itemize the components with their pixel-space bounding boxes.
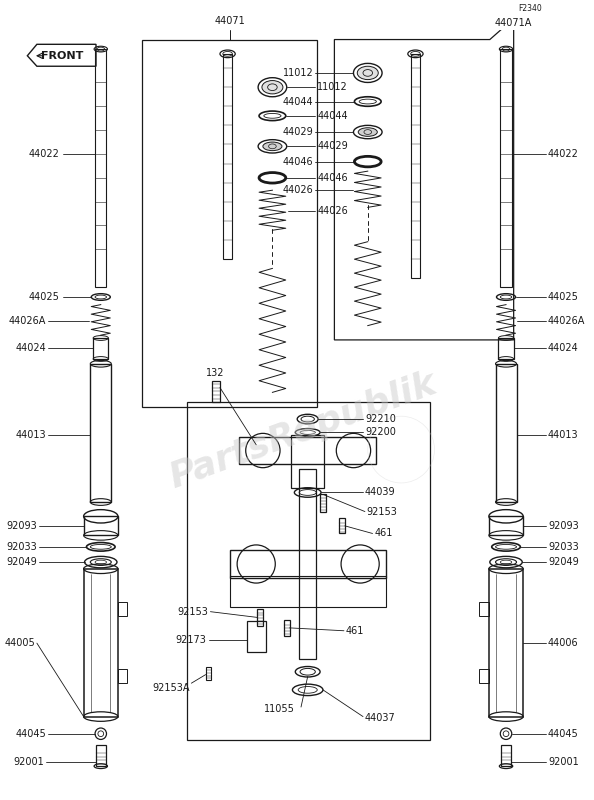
Text: 44006: 44006 (548, 638, 579, 648)
Ellipse shape (357, 66, 378, 79)
Bar (489, 516, 523, 535)
Text: 44024: 44024 (15, 343, 46, 354)
Text: 44025: 44025 (29, 292, 60, 302)
Text: 92153A: 92153A (152, 683, 189, 693)
Bar (96, 745, 106, 766)
Text: 44026A: 44026A (9, 316, 46, 326)
Text: 44026A: 44026A (548, 316, 585, 326)
Text: 44046: 44046 (283, 157, 314, 166)
Text: 44026: 44026 (283, 186, 314, 195)
Text: 92033: 92033 (548, 542, 579, 552)
Text: 44044: 44044 (317, 111, 348, 121)
Text: 44045: 44045 (15, 729, 46, 738)
Text: 92173: 92173 (176, 635, 207, 646)
Bar (93, 338, 108, 359)
Text: 92093: 92093 (6, 521, 37, 531)
Text: 44029: 44029 (317, 142, 348, 151)
Text: 44024: 44024 (548, 343, 579, 354)
Text: 92210: 92210 (365, 414, 396, 424)
Bar (299, 469, 316, 659)
Bar (247, 622, 266, 652)
Bar (489, 569, 523, 717)
Ellipse shape (262, 81, 283, 94)
Text: 92200: 92200 (365, 427, 396, 438)
Bar (339, 518, 345, 534)
Bar (479, 602, 489, 617)
Text: 44071A: 44071A (495, 18, 532, 28)
Bar (229, 550, 386, 578)
Text: 92093: 92093 (548, 521, 579, 531)
Text: 44022: 44022 (548, 149, 579, 159)
Ellipse shape (263, 142, 282, 150)
Text: 44013: 44013 (548, 430, 579, 440)
Text: F2340: F2340 (519, 4, 542, 13)
Bar (284, 620, 290, 635)
Text: 44044: 44044 (283, 97, 314, 106)
Text: 461: 461 (374, 529, 393, 538)
Bar (410, 54, 420, 278)
Text: 44013: 44013 (16, 430, 46, 440)
Bar (229, 576, 386, 607)
Ellipse shape (358, 128, 377, 136)
Text: 92153: 92153 (367, 506, 398, 517)
Bar (501, 745, 511, 766)
Text: 44025: 44025 (548, 292, 579, 302)
Text: 44045: 44045 (548, 729, 579, 738)
Text: 92153: 92153 (178, 606, 208, 617)
Bar (223, 54, 232, 259)
Bar (257, 609, 263, 626)
Text: 461: 461 (346, 626, 364, 636)
Bar (90, 364, 111, 502)
Text: 11012: 11012 (283, 68, 314, 78)
Text: 44005: 44005 (4, 638, 35, 648)
Bar (239, 437, 377, 464)
Text: 92033: 92033 (6, 542, 37, 552)
Bar (212, 381, 220, 402)
Text: 92001: 92001 (14, 758, 45, 767)
Text: 44029: 44029 (283, 127, 314, 137)
Text: 44039: 44039 (365, 487, 396, 498)
Bar (495, 364, 517, 502)
Bar (84, 516, 118, 535)
Bar (206, 667, 211, 680)
Bar (118, 669, 128, 683)
Text: 44046: 44046 (317, 173, 348, 183)
Text: 44037: 44037 (365, 714, 396, 723)
Bar (187, 402, 429, 741)
Text: 92049: 92049 (548, 557, 579, 567)
Text: 132: 132 (206, 368, 225, 378)
Bar (292, 435, 324, 488)
Text: 11055: 11055 (264, 704, 295, 714)
Text: 11012: 11012 (317, 82, 348, 92)
Text: 92001: 92001 (548, 758, 579, 767)
Bar (84, 569, 118, 717)
Text: 92049: 92049 (6, 557, 37, 567)
Bar (95, 49, 106, 287)
Text: PartsRepublik: PartsRepublik (165, 366, 441, 494)
Text: 44022: 44022 (29, 149, 60, 159)
Text: FRONT: FRONT (41, 50, 83, 61)
Bar (498, 338, 514, 359)
Text: 44071: 44071 (214, 16, 245, 26)
Text: 44026: 44026 (317, 206, 348, 216)
Bar (142, 39, 317, 406)
Bar (479, 669, 489, 683)
Bar (118, 602, 128, 617)
Bar (500, 49, 512, 287)
Bar (320, 494, 326, 511)
